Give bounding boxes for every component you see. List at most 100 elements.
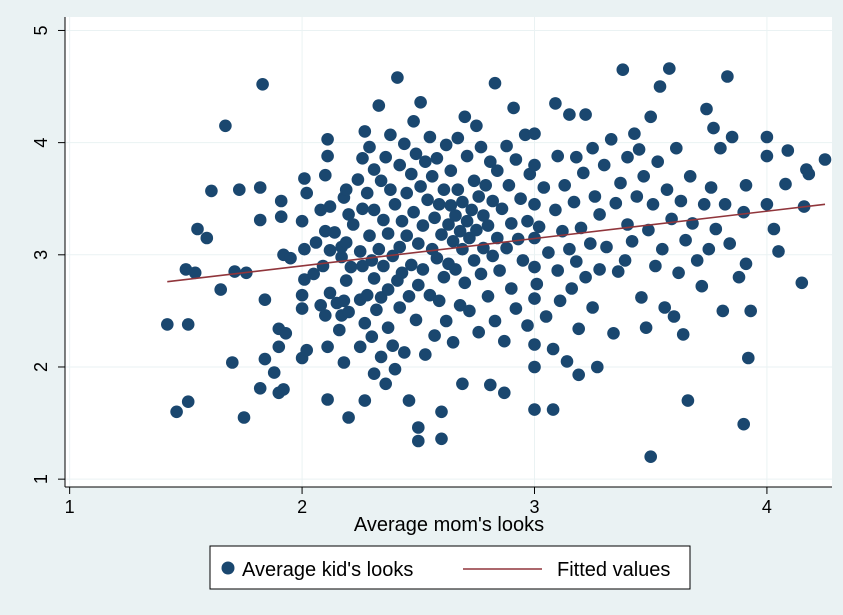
scatter-point: [449, 209, 462, 222]
scatter-point: [298, 273, 311, 286]
scatter-point: [600, 240, 613, 254]
scatter-point: [658, 301, 671, 314]
scatter-point: [425, 170, 439, 183]
scatter-point: [309, 236, 323, 249]
scatter-point: [591, 360, 604, 374]
scatter-point: [258, 352, 272, 366]
scatter-point: [546, 342, 560, 356]
scatter-point: [621, 150, 634, 164]
scatter-point: [414, 180, 427, 193]
y-tick-label: 1: [31, 474, 51, 484]
scatter-point: [161, 318, 174, 331]
scatter-point: [579, 108, 592, 121]
scatter-point: [342, 305, 355, 319]
scatter-point: [588, 190, 602, 203]
scatter-point: [644, 450, 657, 464]
scatter-point: [395, 266, 409, 280]
scatter-point: [384, 128, 397, 142]
scatter-point: [702, 242, 716, 256]
scatter-point: [402, 394, 416, 407]
x-tick-label: 2: [297, 497, 307, 517]
scatter-point: [358, 316, 372, 330]
scatter-point: [323, 200, 337, 213]
scatter-point: [456, 377, 469, 391]
scatter-point: [781, 144, 795, 157]
scatter-point: [295, 288, 309, 302]
scatter-point: [563, 108, 576, 121]
scatter-point: [358, 125, 372, 138]
scatter-point: [237, 411, 251, 424]
scatter-point: [528, 292, 541, 305]
scatter-point: [537, 181, 551, 194]
scatter-point: [625, 235, 639, 248]
scatter-point: [272, 340, 286, 354]
scatter-point: [423, 130, 437, 144]
scatter-point: [772, 245, 785, 258]
legend-label-line: Fitted values: [557, 559, 670, 581]
scatter-point: [353, 245, 367, 258]
scatter-point: [484, 378, 497, 392]
scatter-point: [277, 383, 290, 396]
x-axis-title: Average mom's looks: [354, 514, 544, 536]
scatter-point: [205, 184, 218, 198]
scatter-point: [456, 195, 469, 209]
scatter-point: [667, 310, 681, 323]
scatter-point: [528, 403, 541, 416]
scatter-point: [442, 218, 455, 231]
scatter-point: [437, 270, 451, 284]
scatter-point: [470, 223, 483, 237]
scatter-point: [214, 283, 227, 296]
scatter-point: [779, 177, 792, 191]
scatter-point: [767, 222, 781, 236]
scatter-point: [409, 147, 423, 161]
scatter-point: [298, 172, 311, 185]
scatter-point: [700, 102, 713, 116]
scatter-point: [435, 432, 448, 446]
scatter-point: [367, 203, 381, 217]
scatter-point: [472, 325, 486, 339]
scatter-point: [716, 304, 730, 318]
legend: Average kid's looks Fitted values: [209, 545, 691, 590]
scatter-point: [432, 294, 446, 308]
scatter-point: [377, 259, 390, 273]
x-tick-label: 1: [65, 497, 75, 517]
scatter-point: [737, 417, 750, 431]
scatter-point: [695, 279, 709, 293]
legend-marker-scatter: [221, 561, 235, 575]
scatter-point: [170, 405, 183, 419]
scatter-point: [488, 76, 502, 90]
scatter-point: [381, 227, 395, 240]
scatter-point: [393, 240, 407, 254]
scatter-point: [437, 183, 451, 196]
scatter-point: [465, 203, 479, 217]
scatter-point: [356, 259, 369, 273]
scatter-point: [321, 393, 334, 406]
scatter-point: [818, 153, 832, 166]
scatter-point: [414, 96, 427, 109]
scatter-point: [428, 329, 441, 342]
scatter-point: [416, 219, 430, 232]
scatter-point: [549, 203, 562, 217]
scatter-point: [328, 226, 341, 239]
scatter-point: [323, 244, 337, 257]
scatter-point: [609, 196, 623, 210]
scatter-point: [393, 301, 407, 314]
scatter-point: [542, 246, 555, 259]
scatter-point: [395, 214, 409, 228]
scatter-point: [460, 149, 474, 163]
scatter-point: [565, 282, 578, 295]
scatter-point: [563, 242, 576, 256]
scatter-point: [511, 232, 525, 246]
scatter-point: [502, 179, 516, 192]
scatter-point: [690, 254, 704, 267]
scatter-point: [407, 115, 420, 128]
scatter-point: [379, 377, 393, 391]
scatter-point: [351, 173, 365, 186]
scatter-point: [423, 288, 437, 302]
scatter-point: [451, 131, 465, 145]
scatter-point: [795, 276, 809, 290]
scatter-point: [553, 294, 567, 308]
scatter-point: [381, 283, 395, 296]
scatter-point: [463, 304, 476, 318]
